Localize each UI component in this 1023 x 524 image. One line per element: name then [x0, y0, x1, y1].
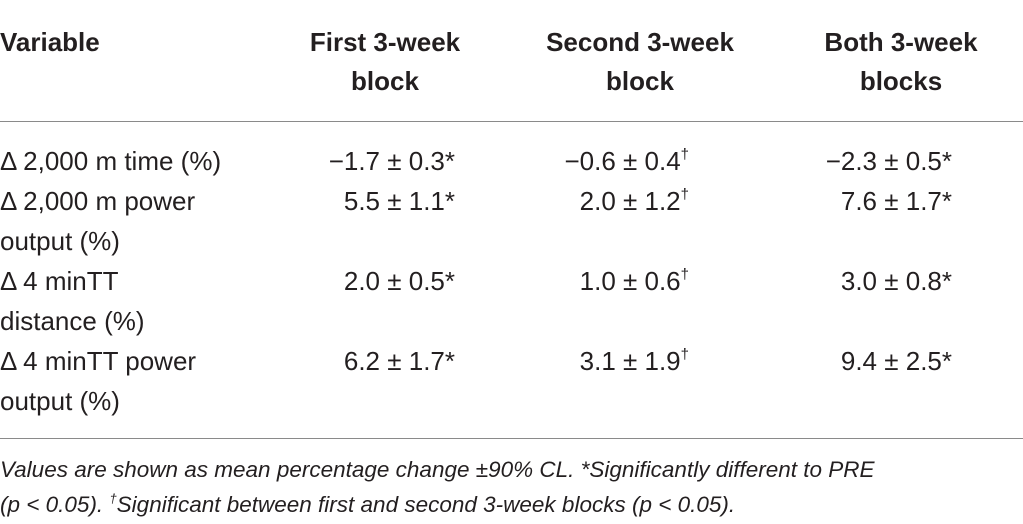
cell-both-blocks: −2.3 ± 0.5* [825, 146, 952, 176]
header-variable: Variable [0, 27, 100, 57]
dagger-mark: † [109, 491, 117, 506]
dagger-mark: † [680, 186, 689, 203]
cell-second-block: −0.6 ± 0.4† [564, 146, 689, 176]
row-label: Δ 4 minTT [0, 266, 119, 296]
header-first-block-line1: First 3-week [309, 27, 461, 57]
table-bottom-divider [0, 438, 1023, 439]
row-label-continued: output (%) [0, 226, 120, 256]
cell-second-block: 2.0 ± 1.2† [579, 186, 689, 216]
row-label-continued: distance (%) [0, 306, 145, 336]
header-second-block-line1: Second 3-week [546, 27, 734, 57]
footnote-line1: Values are shown as mean percentage chan… [0, 457, 875, 482]
header-second-block-line2: block [606, 66, 674, 96]
cell-second-block: 1.0 ± 0.6† [579, 266, 689, 296]
cell-second-block: 3.1 ± 1.9† [579, 346, 689, 376]
cell-both-blocks: 9.4 ± 2.5* [840, 346, 952, 376]
dagger-mark: † [680, 266, 689, 283]
header-first-block-line2: block [351, 66, 419, 96]
row-label: Δ 2,000 m power [0, 186, 196, 216]
cell-first-block: 5.5 ± 1.1* [343, 186, 455, 216]
cell-first-block: 6.2 ± 1.7* [343, 346, 455, 376]
dagger-mark: † [680, 346, 689, 363]
row-label: Δ 4 minTT power [0, 346, 197, 376]
cell-first-block: −1.7 ± 0.3* [328, 146, 455, 176]
header-both-blocks-line2: blocks [859, 66, 943, 96]
header-both-blocks-line1: Both 3-week [824, 27, 978, 57]
dagger-mark: † [680, 146, 689, 163]
cell-both-blocks: 3.0 ± 0.8* [840, 266, 952, 296]
cell-first-block: 2.0 ± 0.5* [343, 266, 455, 296]
cell-both-blocks: 7.6 ± 1.7* [840, 186, 952, 216]
row-label-continued: output (%) [0, 386, 120, 416]
header-divider [0, 121, 1023, 122]
footnote-line2: (p < 0.05). †Significant between first a… [0, 491, 736, 517]
row-label: Δ 2,000 m time (%) [0, 146, 222, 176]
